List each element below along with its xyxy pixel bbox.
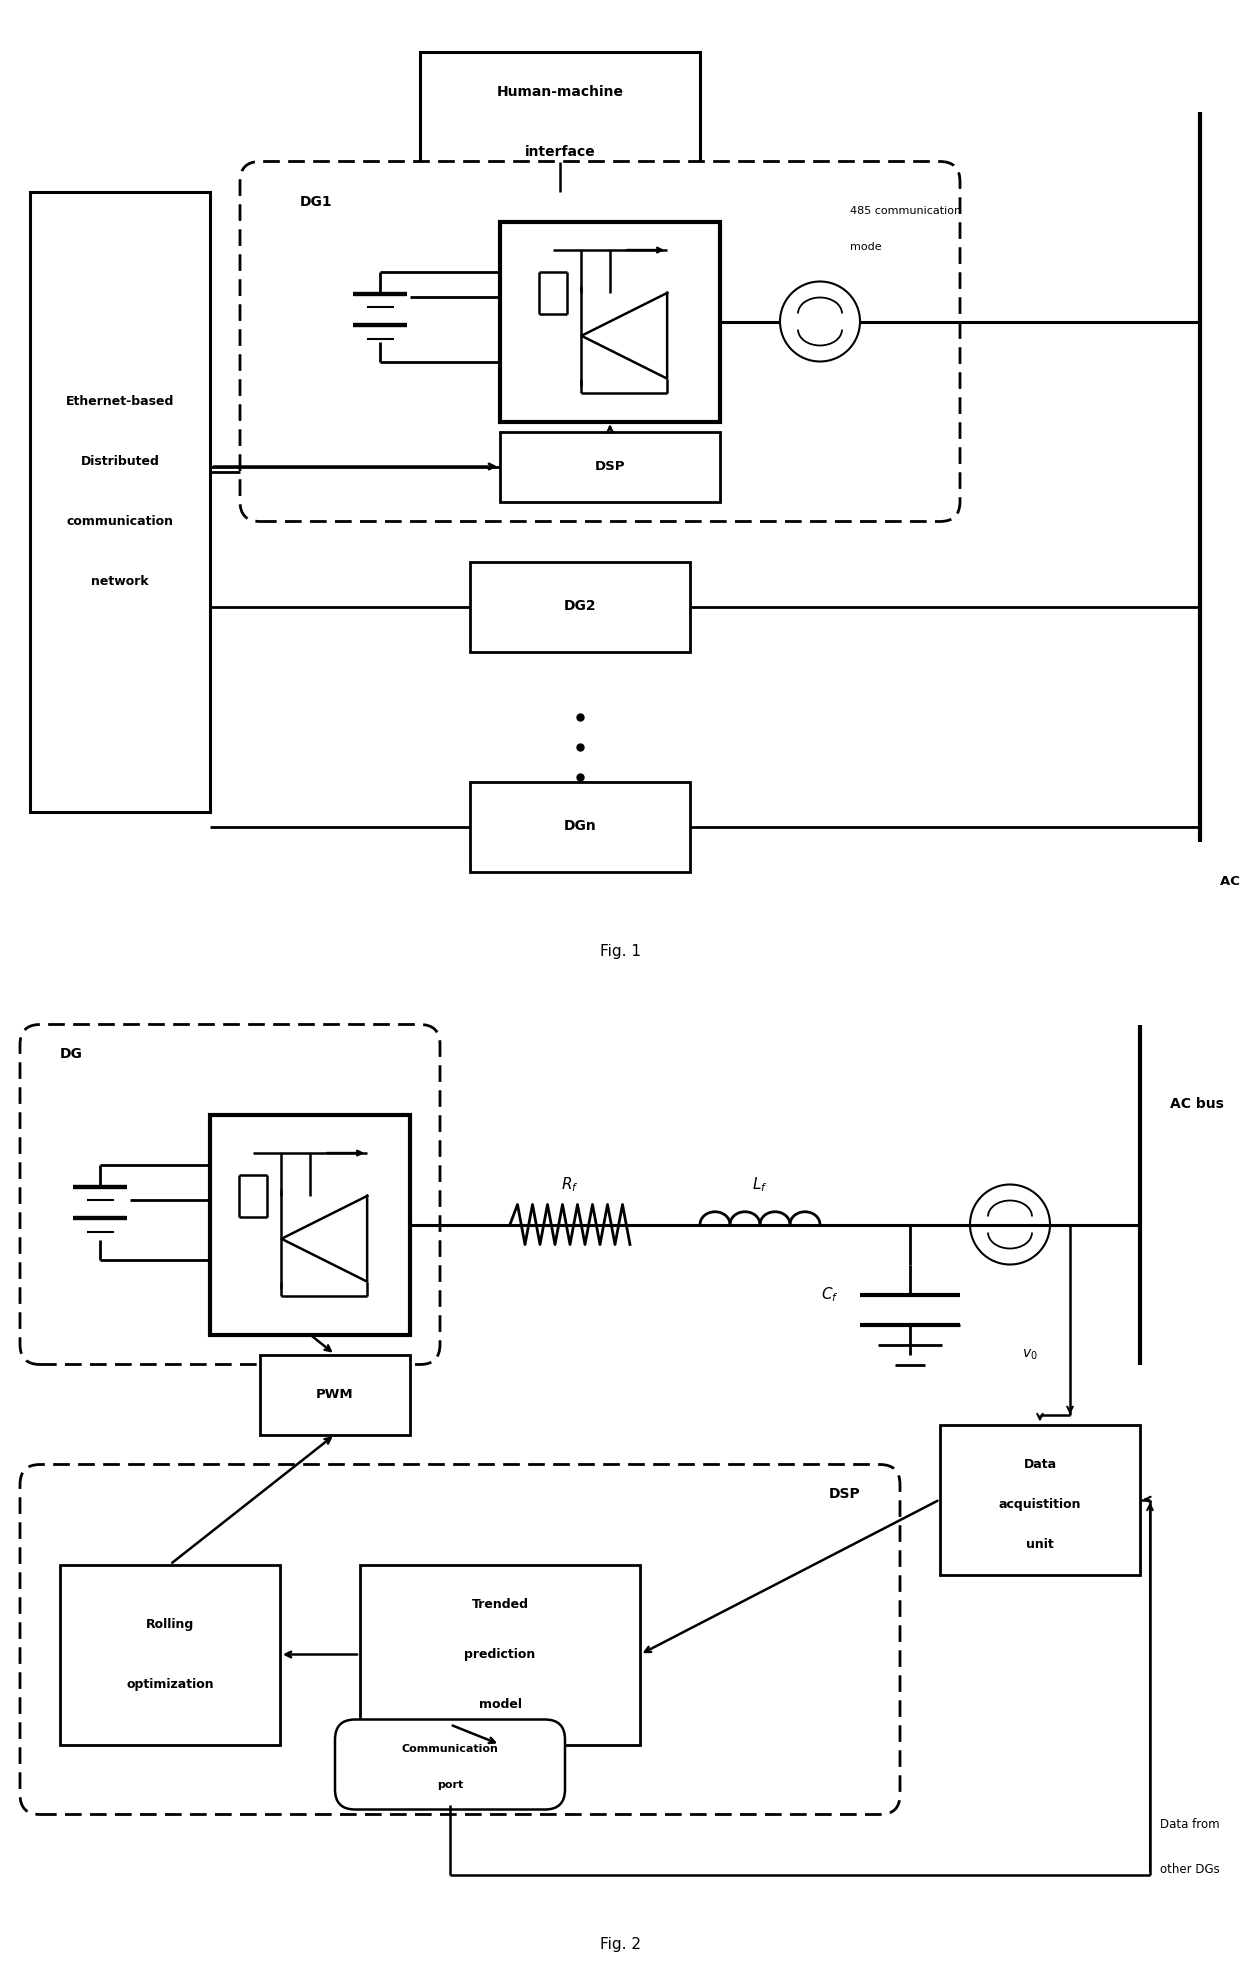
Bar	[420, 52, 701, 191]
Text: $C_f$: $C_f$	[821, 1285, 839, 1305]
Text: DG2: DG2	[564, 600, 596, 614]
Bar	[500, 222, 720, 421]
Bar	[360, 1565, 640, 1744]
Text: model: model	[479, 1698, 522, 1712]
FancyBboxPatch shape	[20, 1464, 900, 1815]
FancyBboxPatch shape	[335, 1720, 565, 1809]
Text: other DGs: other DGs	[1159, 1863, 1220, 1877]
Text: DGn: DGn	[564, 820, 596, 834]
Text: unit: unit	[1027, 1537, 1054, 1551]
Text: Human-machine: Human-machine	[496, 85, 624, 99]
Text: acquistition: acquistition	[998, 1497, 1081, 1511]
Text: Rolling: Rolling	[146, 1619, 195, 1631]
Text: PWM: PWM	[316, 1388, 353, 1400]
Bar	[260, 1354, 410, 1434]
Text: AC bus: AC bus	[1220, 876, 1240, 888]
Text: $v_0$: $v_0$	[1022, 1347, 1038, 1362]
Text: prediction: prediction	[464, 1648, 536, 1660]
Text: DSP: DSP	[828, 1488, 861, 1501]
Text: Distributed: Distributed	[81, 455, 160, 469]
Text: port: port	[436, 1779, 463, 1789]
Text: 485 communication: 485 communication	[849, 207, 961, 216]
Bar	[30, 191, 210, 812]
Bar	[940, 1424, 1140, 1575]
Text: Data from: Data from	[1159, 1817, 1220, 1831]
Bar	[470, 562, 689, 651]
Text: Trended: Trended	[471, 1599, 528, 1611]
Text: $L_f$: $L_f$	[753, 1176, 768, 1194]
Text: AC bus: AC bus	[1171, 1098, 1224, 1112]
Bar	[60, 1565, 280, 1744]
Text: Fig. 1: Fig. 1	[599, 943, 641, 959]
Bar	[210, 1114, 410, 1335]
Text: DG: DG	[60, 1047, 83, 1061]
Text: network: network	[92, 576, 149, 588]
FancyBboxPatch shape	[241, 161, 960, 522]
Bar	[470, 782, 689, 872]
Text: Communication: Communication	[402, 1744, 498, 1754]
Text: $R_f$: $R_f$	[562, 1176, 579, 1194]
Text: DG1: DG1	[300, 195, 332, 209]
Text: interface: interface	[525, 145, 595, 159]
Text: optimization: optimization	[126, 1678, 213, 1690]
FancyBboxPatch shape	[20, 1025, 440, 1364]
Text: DSP: DSP	[595, 461, 625, 473]
Text: communication: communication	[67, 514, 174, 528]
Text: mode: mode	[849, 242, 882, 252]
Text: Ethernet-based: Ethernet-based	[66, 395, 174, 407]
Text: Fig. 2: Fig. 2	[599, 1936, 641, 1952]
Bar	[500, 431, 720, 502]
Text: Data: Data	[1023, 1458, 1056, 1472]
